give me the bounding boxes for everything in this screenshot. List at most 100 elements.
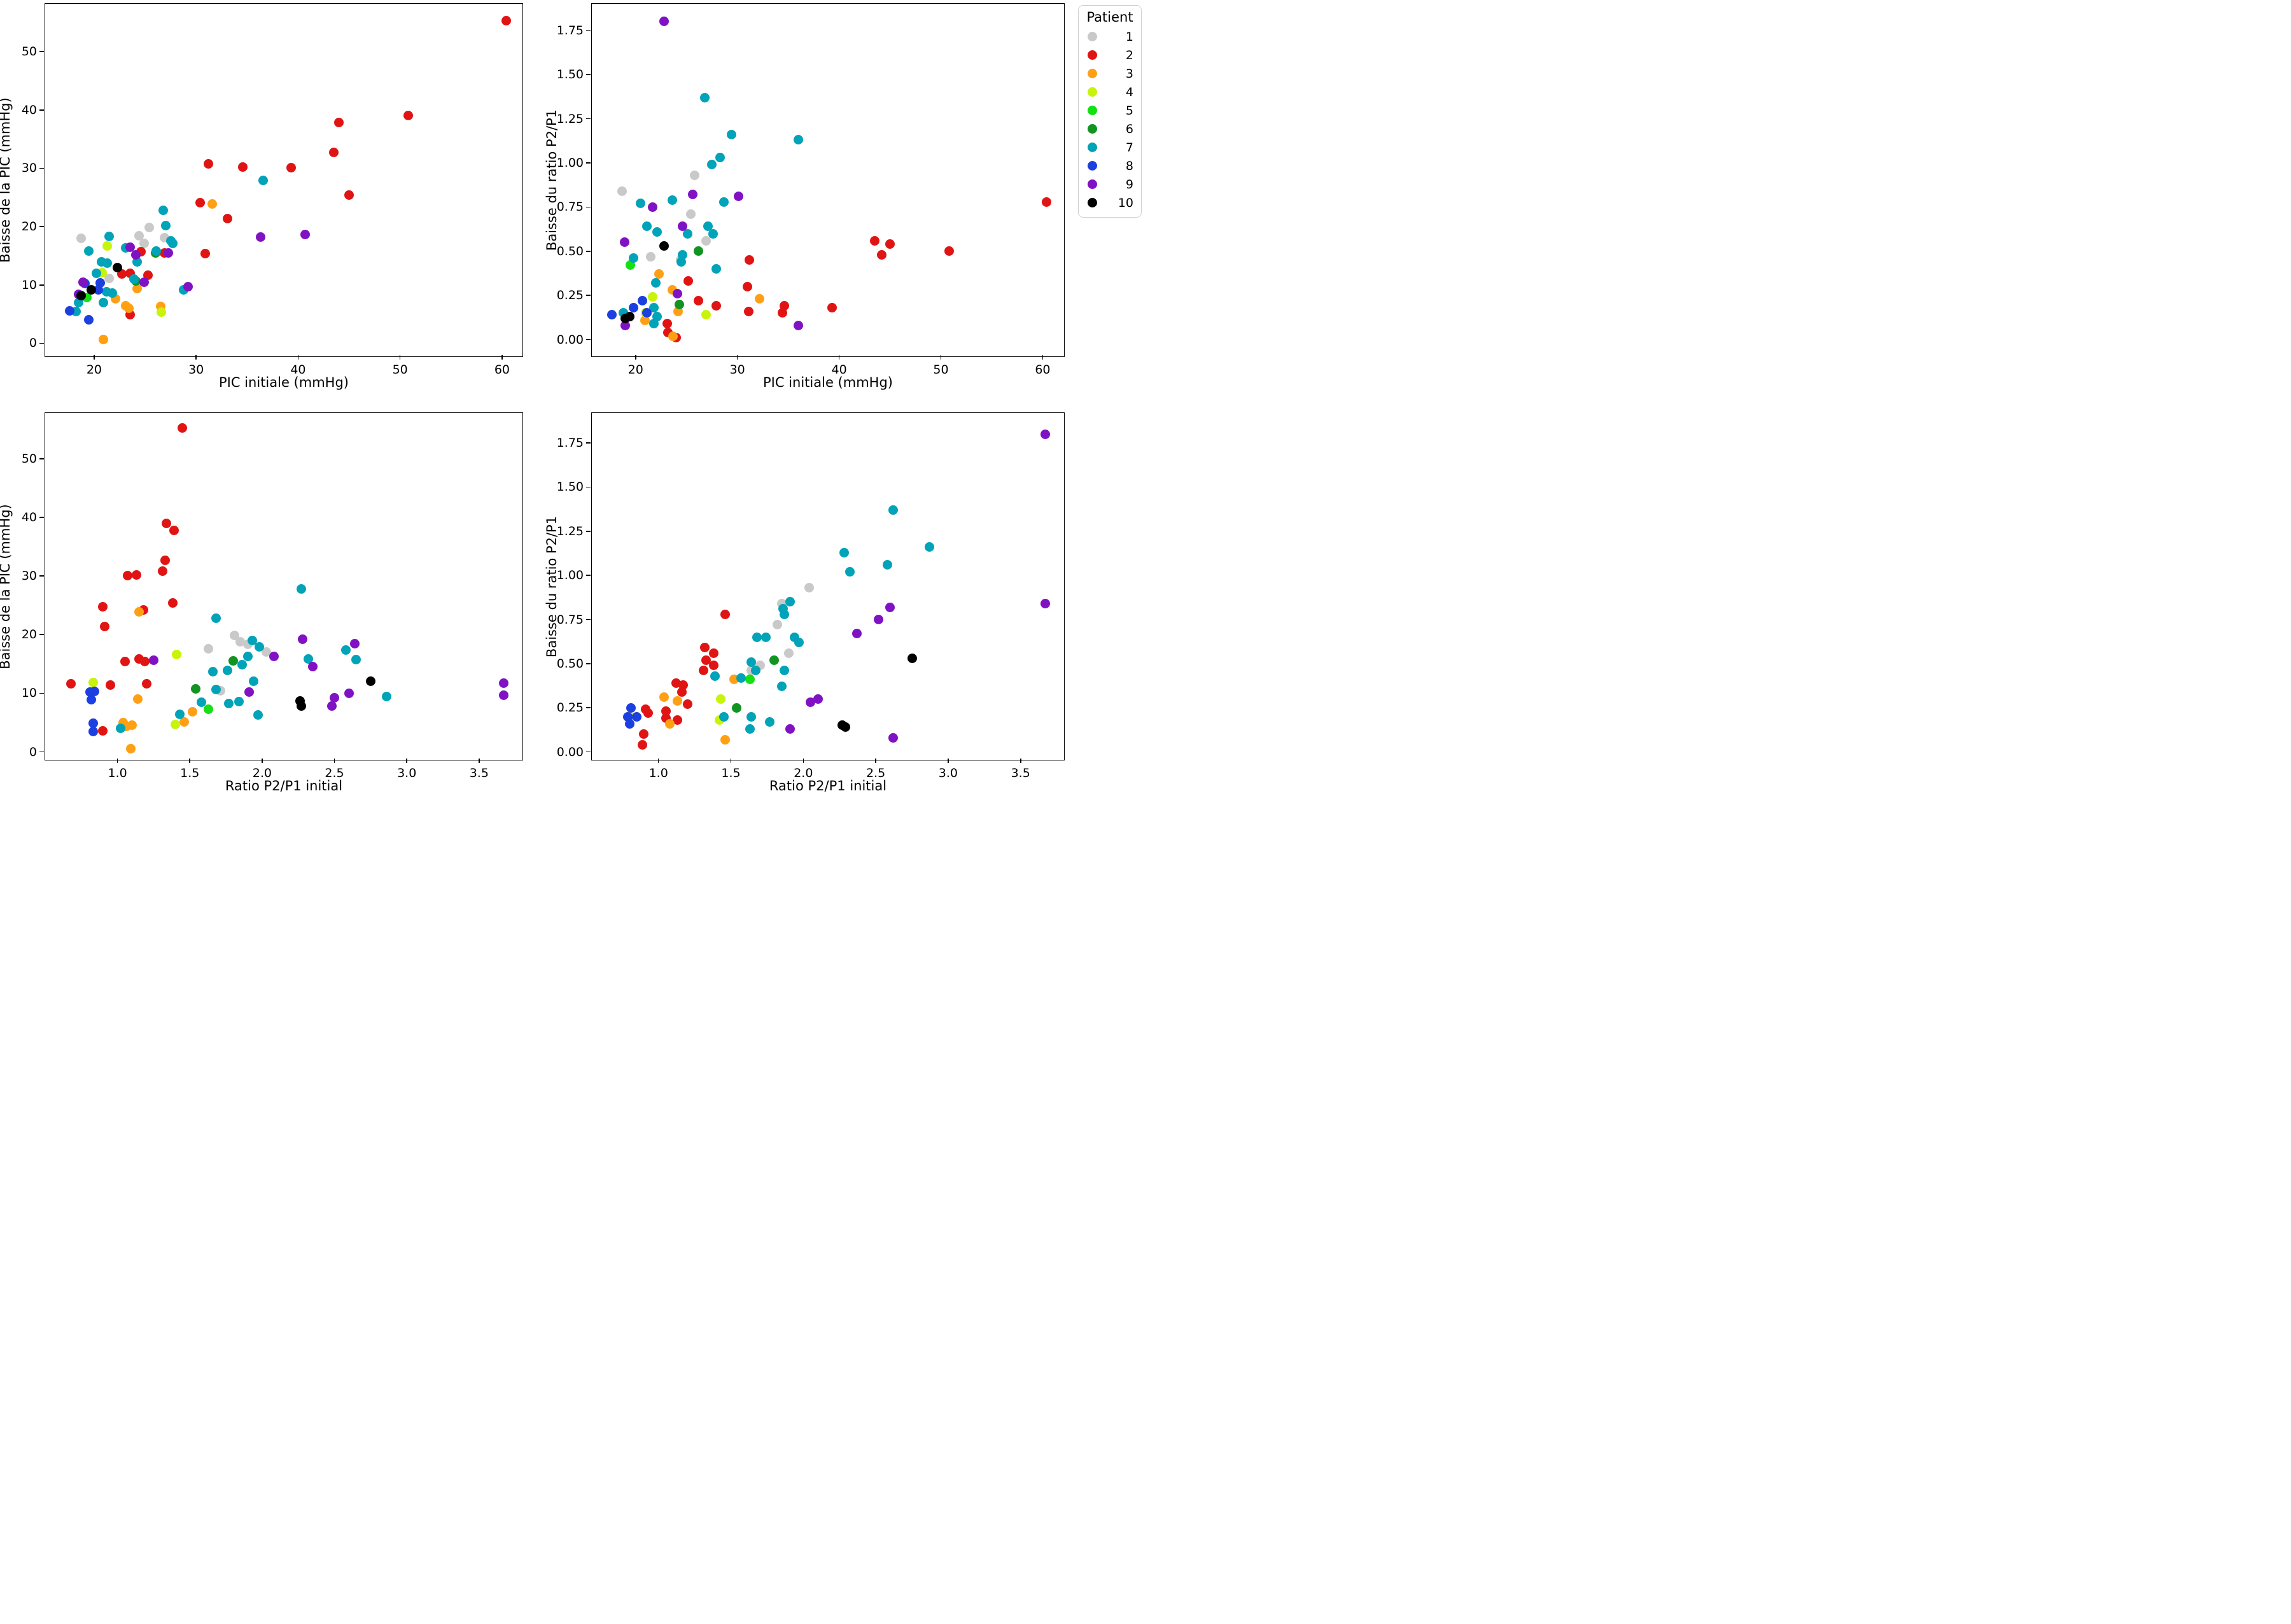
data-point-patient-3 (179, 717, 189, 727)
legend-marker-icon (1088, 69, 1097, 78)
legend-entry-5: 5 (1079, 101, 1141, 120)
data-point-patient-1 (204, 643, 214, 654)
data-point-patient-3 (755, 294, 765, 304)
data-point-patient-2 (944, 246, 954, 256)
y-tick-mark (586, 339, 591, 340)
data-point-patient-2 (157, 566, 167, 577)
x-tick-label: 3.0 (397, 766, 417, 780)
data-point-patient-2 (1042, 197, 1052, 207)
plot-area: 1.0 1.5 2.0 2.5 3.0 3.5 0 10 20 30 40 50 (22, 412, 523, 780)
data-point-patient-1 (139, 239, 149, 249)
y-tick-mark (586, 206, 591, 208)
y-tick-mark (586, 295, 591, 296)
data-point-patient-6 (769, 655, 780, 665)
y-axis-label: Baisse du ratio P2/P1 (544, 515, 559, 657)
x-tick-mark (736, 355, 738, 360)
y-tick-label: 0.25 (556, 288, 584, 303)
data-point-patient-8 (84, 315, 94, 325)
data-point-patient-9 (255, 232, 265, 242)
data-point-patient-9 (733, 192, 743, 202)
legend-marker-icon (1088, 143, 1097, 152)
data-point-patient-3 (98, 335, 108, 345)
data-point-patient-10 (840, 722, 850, 732)
data-point-patient-7 (844, 567, 855, 577)
data-point-patient-10 (659, 241, 669, 251)
y-tick-mark (586, 250, 591, 252)
data-point-patient-2 (167, 598, 178, 608)
y-tick-mark (39, 458, 45, 459)
data-point-patient-8 (638, 296, 648, 306)
data-point-patient-7 (708, 228, 718, 239)
data-point-patient-7 (304, 654, 314, 664)
data-point-patient-8 (624, 718, 634, 729)
data-point-patient-5 (626, 260, 636, 270)
x-tick-label: 1.0 (648, 766, 668, 780)
y-tick-mark (39, 517, 45, 518)
data-point-patient-7 (745, 724, 755, 734)
data-point-patient-7 (649, 319, 659, 329)
data-point-patient-1 (235, 636, 246, 647)
y-tick-label: 1.50 (556, 480, 584, 494)
data-point-patient-2 (682, 699, 692, 710)
legend-entry-2: 2 (1079, 46, 1141, 64)
y-tick-label: 1.00 (556, 155, 584, 170)
scatter-ratio-init-vs-baisse-ratio: 1.0 1.5 2.0 2.5 3.0 3.5 0.00 0.25 0.50 0.75 1.00 1.… (544, 412, 1065, 794)
x-axis-label: Ratio P2/P1 initial (769, 778, 887, 794)
data-point-patient-7 (160, 220, 171, 230)
data-point-patient-2 (123, 570, 133, 580)
data-point-patient-2 (870, 235, 880, 246)
data-point-patient-8 (93, 284, 103, 295)
x-tick-label: 2.5 (866, 766, 886, 780)
y-tick-label: 1.75 (556, 436, 584, 451)
legend-entry-8: 8 (1079, 157, 1141, 175)
data-point-patient-1 (690, 170, 699, 180)
data-point-patient-9 (888, 732, 898, 743)
data-point-patient-7 (726, 129, 736, 139)
data-point-patient-7 (785, 597, 795, 607)
data-point-patient-7 (234, 696, 244, 706)
x-tick-mark (657, 759, 659, 764)
data-point-patient-7 (882, 560, 892, 570)
x-tick-label: 30 (188, 363, 204, 377)
x-tick-mark (802, 759, 804, 764)
data-point-patient-7 (224, 698, 234, 708)
data-point-patient-7 (211, 685, 221, 695)
data-point-patient-3 (207, 199, 218, 209)
data-point-patient-7 (296, 584, 306, 594)
data-point-patient-2 (877, 249, 887, 260)
x-tick-label: 2.0 (252, 766, 272, 780)
data-point-patient-7 (746, 711, 756, 722)
data-point-patient-7 (636, 199, 646, 209)
data-point-patient-6 (675, 299, 685, 309)
y-tick-mark (39, 342, 45, 344)
x-tick-label: 50 (933, 363, 949, 377)
y-tick-mark (586, 74, 591, 75)
scatter-ratio-init-vs-baisse-pic: 1.0 1.5 2.0 2.5 3.0 3.5 0 10 20 30 40 50 Ratio P2/P… (0, 412, 523, 794)
x-tick-mark (262, 759, 263, 764)
data-point-patient-2 (98, 725, 108, 736)
data-point-patient-2 (105, 680, 115, 690)
x-tick-label: 40 (831, 363, 847, 377)
x-tick-mark (189, 759, 191, 764)
y-tick-label: 10 (21, 686, 37, 701)
x-tick-label: 1.0 (108, 766, 127, 780)
data-point-patient-7 (84, 246, 94, 256)
data-point-patient-7 (746, 657, 756, 667)
data-point-patient-9 (326, 701, 337, 711)
data-point-patient-2 (286, 163, 296, 173)
data-point-patient-2 (700, 643, 710, 653)
y-tick-mark (586, 575, 591, 576)
data-point-patient-10 (296, 701, 306, 711)
data-point-patient-2 (711, 301, 721, 311)
legend-entry-7: 7 (1079, 138, 1141, 157)
legend-marker-icon (1088, 161, 1097, 171)
data-point-patient-7 (151, 246, 162, 256)
legend-entry-label: 7 (1125, 140, 1133, 155)
legend-entry-3: 3 (1079, 64, 1141, 83)
data-point-patient-2 (99, 621, 109, 631)
data-point-patient-9 (131, 249, 141, 260)
data-point-patient-5 (745, 675, 755, 685)
data-point-patient-7 (629, 253, 639, 263)
data-point-patient-7 (258, 176, 269, 186)
legend-entry-label: 5 (1125, 103, 1133, 118)
